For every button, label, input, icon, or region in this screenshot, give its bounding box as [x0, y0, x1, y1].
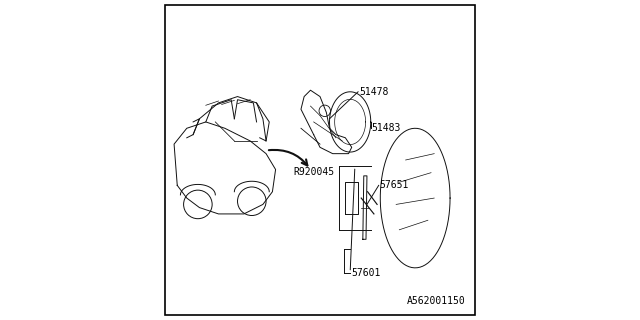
Text: 51483: 51483	[372, 123, 401, 133]
Text: 57651: 57651	[380, 180, 409, 190]
Text: 57601: 57601	[352, 268, 381, 278]
Text: 51478: 51478	[359, 87, 388, 97]
Text: A562001150: A562001150	[407, 296, 466, 306]
Text: R920045: R920045	[293, 167, 334, 177]
